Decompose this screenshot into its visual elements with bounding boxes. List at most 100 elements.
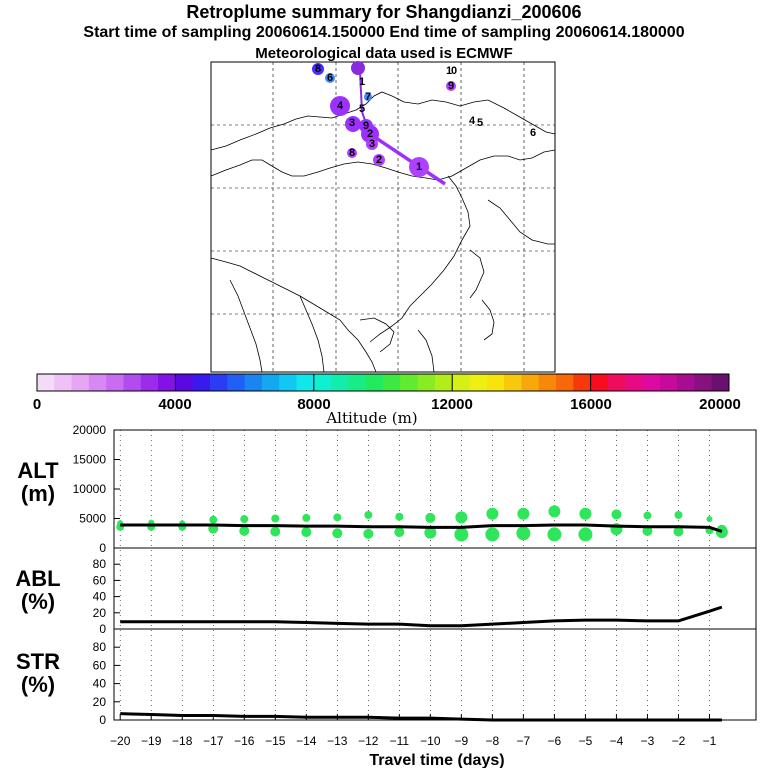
abl-line xyxy=(120,605,723,628)
x-tick-label: −6 xyxy=(548,734,562,748)
colorbar-cell xyxy=(261,374,280,391)
x-tick-label: −1 xyxy=(703,734,717,748)
alt-lower-point xyxy=(715,526,728,539)
plume-label: 4 xyxy=(469,115,476,127)
alt-upper-point xyxy=(209,515,218,524)
colorbar-cell xyxy=(227,374,246,391)
y-tick-label: 60 xyxy=(93,658,107,672)
plume-label: 5 xyxy=(477,117,483,129)
colorbar-cell xyxy=(452,374,470,391)
alt-upper-point xyxy=(643,511,652,520)
colorbar-cell xyxy=(37,374,55,391)
y-axes: 0 5000 10000 15000 20000 0 20 40 60 80 0 20 40 60 80 xyxy=(73,423,120,727)
map-coastlines xyxy=(210,91,556,373)
colorbar-cell xyxy=(417,374,436,391)
timeseries-panels: ALT (m) ABL (%) STR (%) 0 5000 10000 15000 2… xyxy=(15,423,757,768)
x-tick-label: −8 xyxy=(486,734,500,748)
colorbar-tick-20000: 20000 xyxy=(699,396,741,413)
alt-upper-point xyxy=(579,507,592,520)
alt-upper-point xyxy=(271,514,280,523)
sampling-time-line: Start time of sampling 20060614.150000 E… xyxy=(83,24,685,41)
colorbar-cell xyxy=(711,374,730,391)
y-tick-label: 5000 xyxy=(79,512,106,526)
alt-lower-point xyxy=(516,526,531,541)
alt-upper-point xyxy=(517,507,530,520)
plume-label: 6 xyxy=(327,72,333,84)
alt-upper-point xyxy=(611,509,622,520)
alt-upper-point xyxy=(674,510,683,519)
abl-panel-unit: (%) xyxy=(21,589,55,614)
y-tick-label: 80 xyxy=(93,557,107,571)
y-tick-label: 20000 xyxy=(73,423,107,437)
colorbar-cell xyxy=(694,374,713,391)
colorbar-cell xyxy=(210,374,228,391)
colorbar-tick-12000: 12000 xyxy=(431,396,473,413)
alt-lower-point xyxy=(239,525,250,536)
x-tick-label: −3 xyxy=(641,734,655,748)
alt-upper-point xyxy=(486,507,499,520)
colorbar-cell xyxy=(383,374,401,391)
alt-upper-point xyxy=(706,516,713,523)
alt-lower-point xyxy=(332,528,343,539)
plume-label: 9 xyxy=(363,120,369,132)
str-line xyxy=(120,712,722,722)
alt-lower-point xyxy=(547,527,562,542)
plume-label: 9 xyxy=(448,80,454,92)
colorbar-cell xyxy=(607,374,626,391)
alt-upper-point xyxy=(395,512,404,521)
y-tick-label: 60 xyxy=(93,573,107,587)
x-tick-label: −12 xyxy=(358,734,379,748)
y-tick-label: 0 xyxy=(99,622,106,636)
x-tick-label: −20 xyxy=(110,734,131,748)
x-tick-label: −13 xyxy=(327,734,348,748)
plume-label: 2 xyxy=(376,154,382,166)
alt-lower-point xyxy=(363,528,374,539)
colorbar-cell xyxy=(313,374,332,391)
x-tick-label: −15 xyxy=(265,734,286,748)
alt-lower-point xyxy=(301,527,312,538)
alt-lower-point xyxy=(394,527,405,538)
colorbar-cell xyxy=(348,374,367,391)
alt-lower-point xyxy=(454,527,469,542)
x-tick-label: −9 xyxy=(455,734,469,748)
colorbar-tick-0: 0 xyxy=(33,396,41,413)
alt-upper-point xyxy=(548,505,561,518)
alt-mean-line xyxy=(120,523,723,533)
plume-label: 5 xyxy=(359,103,365,115)
colorbar-cell xyxy=(469,374,488,391)
colorbar-cell xyxy=(71,374,90,391)
x-tick-label: −10 xyxy=(420,734,441,748)
x-axis-label: Travel time (days) xyxy=(369,752,504,768)
colorbar-cell xyxy=(365,374,384,391)
y-tick-label: 10000 xyxy=(73,482,107,496)
colorbar-cells xyxy=(37,374,730,391)
y-tick-label: 40 xyxy=(93,677,107,691)
colorbar-major-ticks xyxy=(174,374,592,391)
alt-upper-point xyxy=(364,510,373,519)
y-tick-label: 0 xyxy=(99,713,106,727)
y-tick-label: 0 xyxy=(99,541,106,555)
colorbar-cell xyxy=(54,374,73,391)
colorbar-cell xyxy=(556,374,574,391)
colorbar-tick-16000: 16000 xyxy=(570,396,612,413)
x-tick-label: −18 xyxy=(172,734,193,748)
str-series xyxy=(120,712,722,722)
colorbar-cell xyxy=(175,374,194,391)
x-tick-label: −5 xyxy=(579,734,593,748)
colorbar-cell xyxy=(642,374,661,391)
plume-label: 7 xyxy=(365,91,371,103)
plume-label: 3 xyxy=(349,117,355,129)
colorbar-tick-4000: 4000 xyxy=(158,396,191,413)
colorbar-cell xyxy=(244,374,263,391)
alt-lower-point xyxy=(485,527,500,542)
x-tick-label: −2 xyxy=(672,734,686,748)
colorbar-cell xyxy=(88,374,107,391)
colorbar-cell xyxy=(677,374,695,391)
colorbar-tick-8000: 8000 xyxy=(297,396,330,413)
panels-frame xyxy=(113,429,757,721)
colorbar-cell xyxy=(123,374,142,391)
colorbar-cell xyxy=(504,374,522,391)
